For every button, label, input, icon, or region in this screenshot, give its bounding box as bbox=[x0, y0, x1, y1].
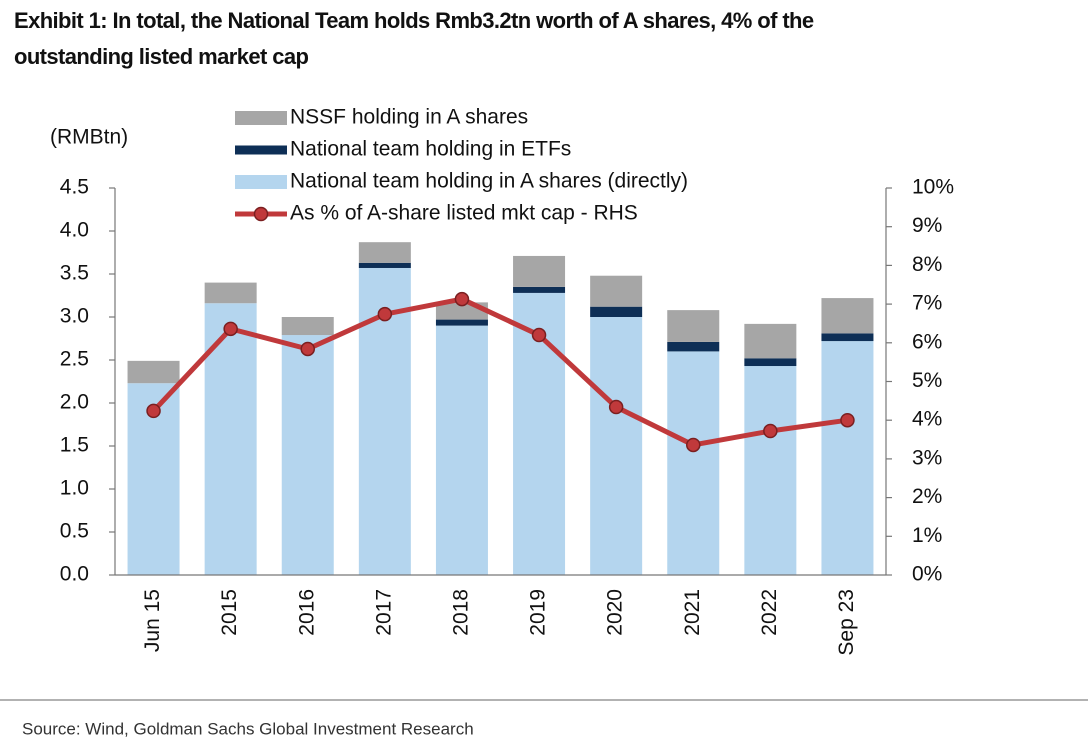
y2-tick-label: 10% bbox=[912, 176, 954, 199]
bar-segment bbox=[281, 335, 334, 575]
y-tick-label: 3.5 bbox=[60, 262, 89, 285]
line-marker bbox=[840, 412, 855, 428]
y-tick-label: 2.5 bbox=[60, 348, 89, 371]
y-tick-label: 0.5 bbox=[60, 520, 89, 543]
y-tick-label: 3.0 bbox=[60, 305, 89, 328]
bar-segment bbox=[513, 255, 566, 287]
bar-segment bbox=[590, 275, 643, 307]
y2-tick-label: 3% bbox=[912, 446, 942, 469]
line-marker bbox=[608, 399, 624, 415]
x-tick-label: 2021 bbox=[681, 589, 704, 636]
bar-segment bbox=[358, 242, 411, 263]
line-marker bbox=[763, 423, 778, 439]
line-marker bbox=[686, 437, 701, 453]
legend-label: National team holding in A shares (direc… bbox=[290, 170, 688, 193]
bar-segment bbox=[744, 358, 797, 367]
line-marker bbox=[454, 291, 470, 307]
y-axis-unit: (RMBtn) bbox=[50, 126, 128, 149]
y2-tick-label: 6% bbox=[912, 330, 942, 353]
y-tick-label: 1.0 bbox=[60, 477, 89, 500]
legend-swatch bbox=[235, 145, 287, 155]
legend-swatch bbox=[235, 175, 287, 189]
x-tick-label: 2020 bbox=[604, 589, 627, 636]
chart-title-line2: outstanding listed market cap bbox=[14, 44, 308, 69]
legend-label: National team holding in ETFs bbox=[290, 138, 571, 161]
bar-segment bbox=[821, 298, 874, 334]
x-tick-label: 2017 bbox=[372, 589, 395, 636]
bar-segment bbox=[204, 282, 257, 304]
bar-segment bbox=[590, 317, 643, 575]
x-tick-label: 2016 bbox=[295, 589, 318, 636]
y-tick-label: 1.5 bbox=[60, 434, 89, 457]
source: Source: Wind, Goldman Sachs Global Inves… bbox=[22, 719, 474, 738]
y2-tick-label: 9% bbox=[912, 214, 942, 237]
y2-tick-label: 1% bbox=[912, 524, 942, 547]
bar-segment bbox=[281, 317, 334, 336]
y-tick-label: 4.0 bbox=[60, 219, 89, 242]
bar-segment bbox=[744, 366, 797, 575]
y2-tick-label: 0% bbox=[912, 563, 942, 586]
legend-label: NSSF holding in A shares bbox=[290, 106, 528, 129]
y2-tick-label: 8% bbox=[912, 253, 942, 276]
bar-segment bbox=[435, 319, 488, 326]
bar-segment bbox=[127, 360, 180, 384]
line-marker bbox=[531, 327, 547, 343]
bar-segment bbox=[744, 323, 797, 359]
legend-marker bbox=[253, 206, 269, 222]
bar-segment bbox=[435, 325, 488, 575]
y-tick-label: 2.0 bbox=[60, 391, 89, 414]
y2-tick-label: 2% bbox=[912, 485, 942, 508]
legend-label: As % of A-share listed mkt cap - RHS bbox=[290, 202, 638, 225]
bar-segment bbox=[821, 341, 874, 575]
x-tick-label: Sep 23 bbox=[835, 589, 858, 656]
line-marker bbox=[146, 403, 161, 419]
bar-segment bbox=[667, 341, 720, 352]
bar-segment bbox=[590, 306, 643, 317]
line-marker bbox=[377, 306, 393, 322]
bar-segment bbox=[204, 303, 257, 575]
x-tick-label: 2022 bbox=[758, 589, 781, 636]
y2-tick-label: 5% bbox=[912, 369, 942, 392]
x-tick-label: Jun 15 bbox=[141, 589, 164, 652]
chart-title: Exhibit 1: In total, the National Team h… bbox=[14, 8, 814, 33]
y2-tick-label: 4% bbox=[912, 408, 942, 431]
line-marker bbox=[300, 341, 315, 357]
y-tick-label: 0.0 bbox=[60, 563, 89, 586]
bar-segment bbox=[513, 286, 566, 293]
bar-segment bbox=[821, 333, 874, 342]
legend-swatch bbox=[235, 111, 287, 125]
bar-segment bbox=[667, 351, 720, 575]
bar-segment bbox=[358, 262, 411, 268]
line bbox=[151, 296, 848, 448]
y-tick-label: 4.5 bbox=[60, 176, 89, 199]
x-tick-label: 2015 bbox=[218, 589, 241, 636]
bar-segment bbox=[667, 310, 720, 342]
y2-tick-label: 7% bbox=[912, 292, 942, 315]
x-tick-label: 2018 bbox=[449, 589, 472, 636]
x-tick-label: 2019 bbox=[527, 589, 550, 636]
line-marker bbox=[223, 321, 238, 337]
